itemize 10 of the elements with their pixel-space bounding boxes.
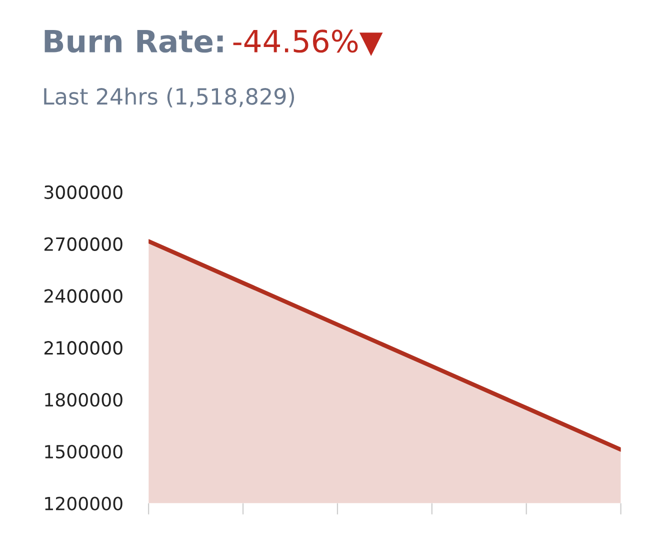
text: -44.56%▼ xyxy=(233,30,383,56)
y-tick-label: 2400000 xyxy=(44,289,122,303)
y-tick-label: 2100000 xyxy=(44,341,122,355)
chart-title: Burn Rate: xyxy=(44,30,223,53)
chart-subtitle: Last 24hrs (1,518,829) xyxy=(44,88,294,108)
y-tick-label: 1800000 xyxy=(45,392,122,407)
y-tick-label: 1500000 xyxy=(45,444,122,458)
y-tick-label: 2700000 xyxy=(44,237,122,251)
y-tick-label: 3000000 xyxy=(44,185,122,200)
y-tick-label: 1200000 xyxy=(45,496,122,510)
